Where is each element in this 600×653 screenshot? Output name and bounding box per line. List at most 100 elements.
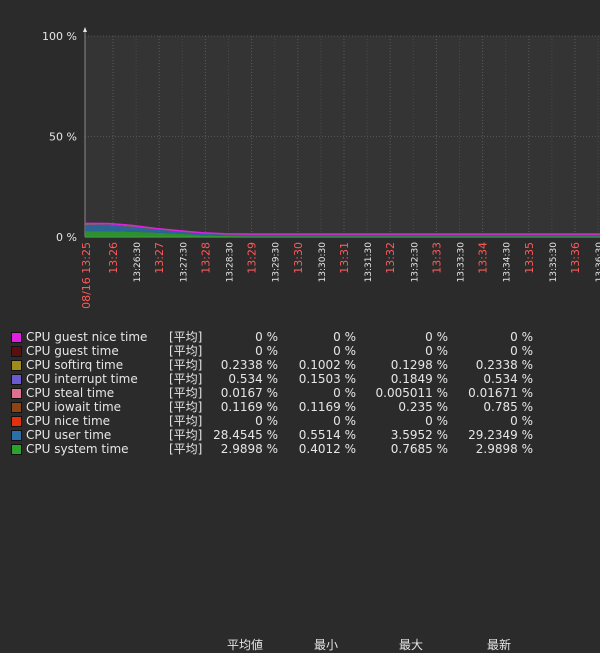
legend-value: 0.1169 % bbox=[298, 400, 356, 414]
legend-series-tag: [平均] bbox=[169, 344, 203, 358]
x-tick-label: 13:30 bbox=[292, 242, 305, 274]
legend-swatch bbox=[11, 332, 22, 343]
y-tick-label: 50 % bbox=[49, 131, 77, 144]
legend-value: 0 % bbox=[255, 414, 278, 428]
legend-header-last: 最新 bbox=[486, 638, 511, 652]
legend-value: 0 % bbox=[333, 330, 356, 344]
x-tick-label: 13:35:30 bbox=[549, 242, 559, 283]
x-tick-label: 13:33 bbox=[430, 242, 443, 274]
legend-value: 0.534 % bbox=[228, 372, 278, 386]
legend-value: 0.534 % bbox=[483, 372, 533, 386]
legend-swatch bbox=[11, 374, 22, 385]
x-tick-label: 13:30:30 bbox=[318, 242, 328, 283]
x-tick-label: 13:36 bbox=[569, 242, 582, 274]
legend-value: 0.1169 % bbox=[220, 400, 278, 414]
legend-value: 0 % bbox=[255, 330, 278, 344]
legend-value: 0.1503 % bbox=[298, 372, 356, 386]
y-axis-arrow bbox=[83, 27, 87, 32]
x-tick-label: 13:27:30 bbox=[179, 242, 189, 283]
legend-swatch bbox=[11, 402, 22, 413]
legend-value: 0 % bbox=[510, 330, 533, 344]
legend-series-name: CPU softirq time bbox=[26, 358, 124, 372]
x-start-label: 08/16 13:25 bbox=[80, 242, 93, 309]
x-tick-label: 13:34:30 bbox=[503, 242, 513, 283]
legend-series-name: CPU guest nice time bbox=[26, 330, 148, 344]
x-tick-label: 13:28 bbox=[199, 242, 212, 274]
legend-value: 0.5514 % bbox=[298, 428, 356, 442]
legend-swatch bbox=[11, 360, 22, 371]
legend-value: 0 % bbox=[510, 344, 533, 358]
legend-value: 0.01671 % bbox=[468, 386, 533, 400]
legend-series-name: CPU steal time bbox=[26, 386, 115, 400]
legend-value: 0 % bbox=[425, 344, 448, 358]
legend-row: CPU system time [平均] 2.9898 % 0.4012 % 0.768… bbox=[0, 442, 600, 456]
legend-value: 0 % bbox=[425, 330, 448, 344]
legend-row: CPU guest nice time [平均] 0 % 0 % 0 % 0 % bbox=[0, 330, 600, 344]
legend-value: 0.1298 % bbox=[390, 358, 448, 372]
legend-row: CPU user time [平均] 28.4545 % 0.5514 % 3.5952… bbox=[0, 428, 600, 442]
legend-series-tag: [平均] bbox=[169, 428, 203, 442]
legend-series-name: CPU guest time bbox=[26, 344, 119, 358]
legend-header-min: 最小 bbox=[313, 638, 338, 652]
legend-row: CPU interrupt time [平均] 0.534 % 0.1503 % 0.1… bbox=[0, 372, 600, 386]
legend-value: 0 % bbox=[333, 414, 356, 428]
x-tick-label: 13:33:30 bbox=[457, 242, 467, 283]
y-tick-label: 0 % bbox=[56, 231, 77, 244]
area-cpu-system-time bbox=[85, 231, 600, 237]
legend-value: 0.7685 % bbox=[390, 442, 448, 456]
legend-series-tag: [平均] bbox=[169, 372, 203, 386]
x-tick-label: 13:27 bbox=[153, 242, 166, 274]
legend-series-name: CPU user time bbox=[26, 428, 112, 442]
legend-series-tag: [平均] bbox=[169, 358, 203, 372]
area-cpu-user-time bbox=[85, 224, 600, 237]
legend-swatch bbox=[11, 430, 22, 441]
legend-row: CPU iowait time [平均] 0.1169 % 0.1169 % 0.235… bbox=[0, 400, 600, 414]
legend-value: 0 % bbox=[510, 414, 533, 428]
legend-value: 0.1849 % bbox=[390, 372, 448, 386]
x-tick-label: 13:26 bbox=[107, 242, 120, 274]
y-tick-label: 100 % bbox=[42, 30, 77, 43]
legend-series-name: CPU nice time bbox=[26, 414, 111, 428]
legend-header-avg: 平均値 bbox=[226, 638, 263, 652]
x-tick-label: 13:32 bbox=[384, 242, 397, 274]
x-tick-label: 13:29 bbox=[246, 242, 259, 274]
legend-series-tag: [平均] bbox=[169, 414, 203, 428]
legend-value: 0.785 % bbox=[483, 400, 533, 414]
x-tick-label: 13:26:30 bbox=[133, 242, 143, 283]
legend-value: 29.2349 % bbox=[468, 428, 533, 442]
x-tick-label: 13:31 bbox=[338, 242, 351, 274]
legend-row: CPU guest time [平均] 0 % 0 % 0 % 0 % bbox=[0, 344, 600, 358]
plot-area bbox=[85, 36, 600, 237]
x-tick-label: 13:36:30 bbox=[595, 242, 600, 283]
cpu-usage-chart: 100 % 50 % 0 %08/16 13:25 13:26 13:26:30 13:2… bbox=[42, 27, 600, 309]
legend-series-tag: [平均] bbox=[169, 442, 203, 456]
legend-value: 0.2338 % bbox=[475, 358, 533, 372]
legend-swatch bbox=[11, 416, 22, 427]
legend-swatch bbox=[11, 444, 22, 455]
x-tick-label: 13:31:30 bbox=[364, 242, 374, 283]
legend-series-name: CPU system time bbox=[26, 442, 129, 456]
legend-row: CPU nice time [平均] 0 % 0 % 0 % 0 % bbox=[0, 414, 600, 428]
legend-series-name: CPU interrupt time bbox=[26, 372, 138, 386]
x-tick-label: 13:29:30 bbox=[272, 242, 282, 283]
legend-header-max: 最大 bbox=[398, 638, 423, 652]
legend-value: 0 % bbox=[333, 386, 356, 400]
legend-series-tag: [平均] bbox=[169, 400, 203, 414]
x-tick-label: 13:32:30 bbox=[410, 242, 420, 283]
legend-value: 0.4012 % bbox=[298, 442, 356, 456]
x-tick-label: 13:35 bbox=[523, 242, 536, 274]
legend-swatch bbox=[11, 346, 22, 357]
legend-value: 2.9898 % bbox=[475, 442, 533, 456]
legend-value: 28.4545 % bbox=[213, 428, 278, 442]
chart-legend: 平均値 最小 最大 最新 CPU guest nice time [平均] 0 % 0… bbox=[0, 318, 600, 652]
legend-value: 0.005011 % bbox=[375, 386, 448, 400]
legend-value: 0.2338 % bbox=[220, 358, 278, 372]
legend-value: 0 % bbox=[333, 344, 356, 358]
x-tick-label: 13:34 bbox=[477, 242, 490, 274]
legend-value: 0.0167 % bbox=[220, 386, 278, 400]
legend-value: 2.9898 % bbox=[220, 442, 278, 456]
legend-series-name: CPU iowait time bbox=[26, 400, 122, 414]
legend-series-tag: [平均] bbox=[169, 386, 203, 400]
legend-row: CPU steal time [平均] 0.0167 % 0 % 0.005011 % 0… bbox=[0, 386, 600, 400]
legend-value: 0 % bbox=[255, 344, 278, 358]
